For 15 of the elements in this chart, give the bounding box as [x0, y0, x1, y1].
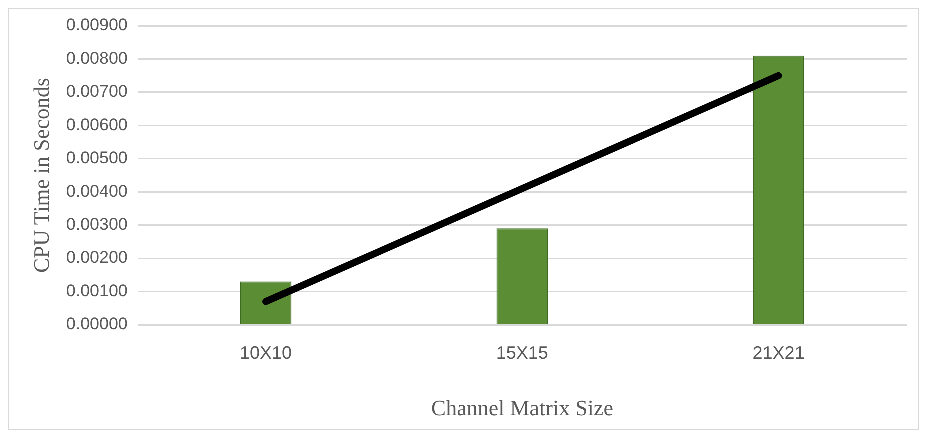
x-tick-label: 10X10 — [240, 342, 292, 363]
y-tick-label: 0.00800 — [66, 48, 128, 68]
y-axis-title: CPU Time in Seconds — [28, 78, 54, 273]
x-tick-label: 15X15 — [496, 342, 548, 363]
y-tick-label: 0.00100 — [66, 281, 128, 300]
y-tick-label: 0.00900 — [66, 16, 128, 35]
x-axis-title: Channel Matrix Size — [431, 396, 614, 421]
y-tick-label: 0.00400 — [66, 182, 128, 201]
y-tick-label: 0.00500 — [66, 148, 128, 168]
y-tick-label: 0.00200 — [66, 248, 128, 268]
x-tick-label: 21X21 — [752, 342, 805, 363]
y-tick-label: 0.00000 — [66, 314, 128, 334]
y-tick-label: 0.00600 — [66, 115, 128, 134]
y-tick-label: 0.00300 — [66, 215, 128, 234]
y-tick-label: 0.00700 — [66, 82, 128, 102]
